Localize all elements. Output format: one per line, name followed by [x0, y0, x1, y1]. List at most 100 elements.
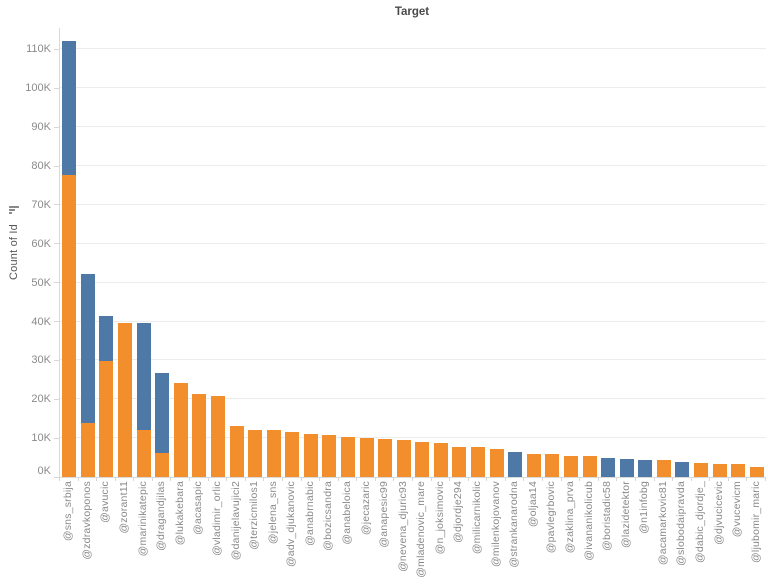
- x-label-pavlegrbovic[interactable]: @pavlegrbovic: [545, 481, 558, 554]
- bar-segment-orange[interactable]: [62, 175, 77, 477]
- bar-segment-orange[interactable]: [545, 454, 560, 477]
- bar-segment-blue[interactable]: [638, 459, 653, 477]
- bar-segment-orange[interactable]: [452, 447, 467, 477]
- bar-segment-orange[interactable]: [712, 463, 727, 477]
- x-label-zorant11[interactable]: @zorant11: [118, 481, 131, 534]
- bar-segment-orange[interactable]: [656, 459, 671, 477]
- bar-segment-orange[interactable]: [80, 422, 95, 477]
- bar-segment-orange[interactable]: [693, 463, 708, 477]
- bar-terzicmilos1[interactable]: [248, 429, 263, 477]
- bar-segment-blue[interactable]: [619, 459, 634, 477]
- x-label-n_joksimovic[interactable]: @n_joksimovic: [433, 481, 446, 555]
- x-label-anabeloica[interactable]: @anabeloica: [340, 481, 353, 545]
- x-label-jelena_sns[interactable]: @jelena_sns: [266, 481, 279, 545]
- bar-segment-orange[interactable]: [749, 466, 764, 477]
- x-label-djvucicevic[interactable]: @djvucicevic: [712, 481, 725, 545]
- bar-anapesic99[interactable]: [378, 438, 393, 477]
- bar-slobodaipravda[interactable]: [675, 461, 690, 477]
- bar-segment-orange[interactable]: [136, 429, 151, 477]
- x-label-vucevicm[interactable]: @vucevicm: [731, 481, 744, 538]
- x-label-slobodaipravda[interactable]: @slobodaipravda: [675, 481, 688, 566]
- x-label-lazidetektor[interactable]: @lazidetektor: [619, 481, 632, 548]
- bar-segment-orange[interactable]: [731, 464, 746, 477]
- bar-ljubomir_maric[interactable]: [749, 466, 764, 477]
- bar-adv_djukanovic[interactable]: [285, 431, 300, 477]
- x-label-milenkojovanov[interactable]: @milenkojovanov: [489, 481, 502, 568]
- sort-descending-icon[interactable]: [9, 206, 20, 218]
- x-label-mladenovic_mare[interactable]: @mladenovic_mare: [415, 481, 428, 578]
- bar-zorant11[interactable]: [118, 323, 133, 477]
- bar-segment-orange[interactable]: [118, 323, 133, 477]
- bar-zdravkoponos[interactable]: [80, 274, 95, 477]
- bar-n1infobg[interactable]: [638, 459, 653, 477]
- x-label-terzicmilos1[interactable]: @terzicmilos1: [248, 481, 261, 550]
- bar-segment-orange[interactable]: [359, 438, 374, 477]
- bar-segment-orange[interactable]: [563, 456, 578, 477]
- bar-pavlegrbovic[interactable]: [545, 454, 560, 477]
- bar-segment-orange[interactable]: [99, 361, 114, 477]
- bar-bozicsandra[interactable]: [322, 435, 337, 477]
- bar-segment-orange[interactable]: [285, 431, 300, 477]
- bar-ivananikolicub[interactable]: [582, 455, 597, 477]
- bar-sns_srbija[interactable]: [62, 41, 77, 477]
- x-label-dragandjilas[interactable]: @dragandjilas: [155, 481, 168, 551]
- x-label-anapesic99[interactable]: @anapesic99: [378, 481, 391, 548]
- bar-lazidetektor[interactable]: [619, 459, 634, 477]
- x-label-avucic[interactable]: @avucic: [99, 481, 112, 523]
- bar-jelena_sns[interactable]: [266, 429, 281, 477]
- x-label-sns_srbija[interactable]: @sns_srbija: [62, 481, 75, 542]
- x-label-vladimir_orlic[interactable]: @vladimir_orlic: [210, 481, 223, 556]
- bar-anabeloica[interactable]: [340, 436, 355, 477]
- bar-segment-orange[interactable]: [378, 438, 393, 477]
- x-label-anabrnabic[interactable]: @anabrnabic: [303, 481, 316, 546]
- bar-segment-orange[interactable]: [433, 443, 448, 477]
- bar-dabic_djordje_[interactable]: [693, 463, 708, 477]
- bar-segment-blue[interactable]: [508, 452, 523, 477]
- bar-segment-orange[interactable]: [340, 436, 355, 477]
- bar-segment-orange[interactable]: [303, 433, 318, 477]
- bar-milenkojovanov[interactable]: [489, 449, 504, 477]
- bar-segment-orange[interactable]: [266, 429, 281, 477]
- bar-segment-orange[interactable]: [471, 446, 486, 477]
- x-label-bozicsandra[interactable]: @bozicsandra: [322, 481, 335, 551]
- x-label-oljaa14[interactable]: @oljaa14: [526, 481, 539, 528]
- bar-segment-blue[interactable]: [99, 316, 114, 362]
- x-label-adv_djukanovic[interactable]: @adv_djukanovic: [285, 481, 298, 568]
- bar-oljaa14[interactable]: [526, 454, 541, 477]
- x-label-nevena_djuric93[interactable]: @nevena_djuric93: [396, 481, 409, 572]
- bar-djordje294[interactable]: [452, 447, 467, 477]
- bar-segment-orange[interactable]: [210, 396, 225, 477]
- bar-anabrnabic[interactable]: [303, 433, 318, 477]
- x-label-lukakebara[interactable]: @lukakebara: [173, 481, 186, 546]
- x-label-zdravkoponos[interactable]: @zdravkoponos: [80, 481, 93, 560]
- bar-marinikatepic[interactable]: [136, 323, 151, 477]
- x-label-dabic_djordje_[interactable]: @dabic_djordje_: [693, 481, 706, 563]
- bar-danijelavujici2[interactable]: [229, 426, 244, 477]
- x-label-marinikatepic[interactable]: @marinikatepic: [136, 481, 149, 557]
- bar-zaklina_prva[interactable]: [563, 456, 578, 477]
- x-label-strankanarodna[interactable]: @strankanarodna: [508, 481, 521, 568]
- x-label-jecazaric[interactable]: @jecazaric: [359, 481, 372, 536]
- bar-segment-orange[interactable]: [192, 394, 207, 477]
- bar-segment-orange[interactable]: [155, 452, 170, 477]
- bar-segment-blue[interactable]: [80, 274, 95, 423]
- bar-acasapic[interactable]: [192, 394, 207, 477]
- x-label-ljubomir_maric[interactable]: @ljubomir_maric: [749, 481, 762, 563]
- bar-segment-orange[interactable]: [396, 440, 411, 477]
- x-label-n1infobg[interactable]: @n1infobg: [638, 481, 651, 534]
- bar-segment-blue[interactable]: [155, 373, 170, 453]
- x-label-acasapic[interactable]: @acasapic: [192, 481, 205, 535]
- bar-segment-orange[interactable]: [229, 426, 244, 477]
- bar-acamarkovic81[interactable]: [656, 459, 671, 477]
- bar-n_joksimovic[interactable]: [433, 443, 448, 477]
- bar-segment-orange[interactable]: [415, 442, 430, 477]
- bar-jecazaric[interactable]: [359, 438, 374, 477]
- bar-lukakebara[interactable]: [173, 382, 188, 477]
- bar-segment-orange[interactable]: [526, 454, 541, 477]
- bar-djvucicevic[interactable]: [712, 463, 727, 477]
- bar-segment-blue[interactable]: [62, 41, 77, 176]
- bar-segment-orange[interactable]: [173, 382, 188, 477]
- x-label-djordje294[interactable]: @djordje294: [452, 481, 465, 543]
- bar-dragandjilas[interactable]: [155, 373, 170, 477]
- bar-mladenovic_mare[interactable]: [415, 442, 430, 477]
